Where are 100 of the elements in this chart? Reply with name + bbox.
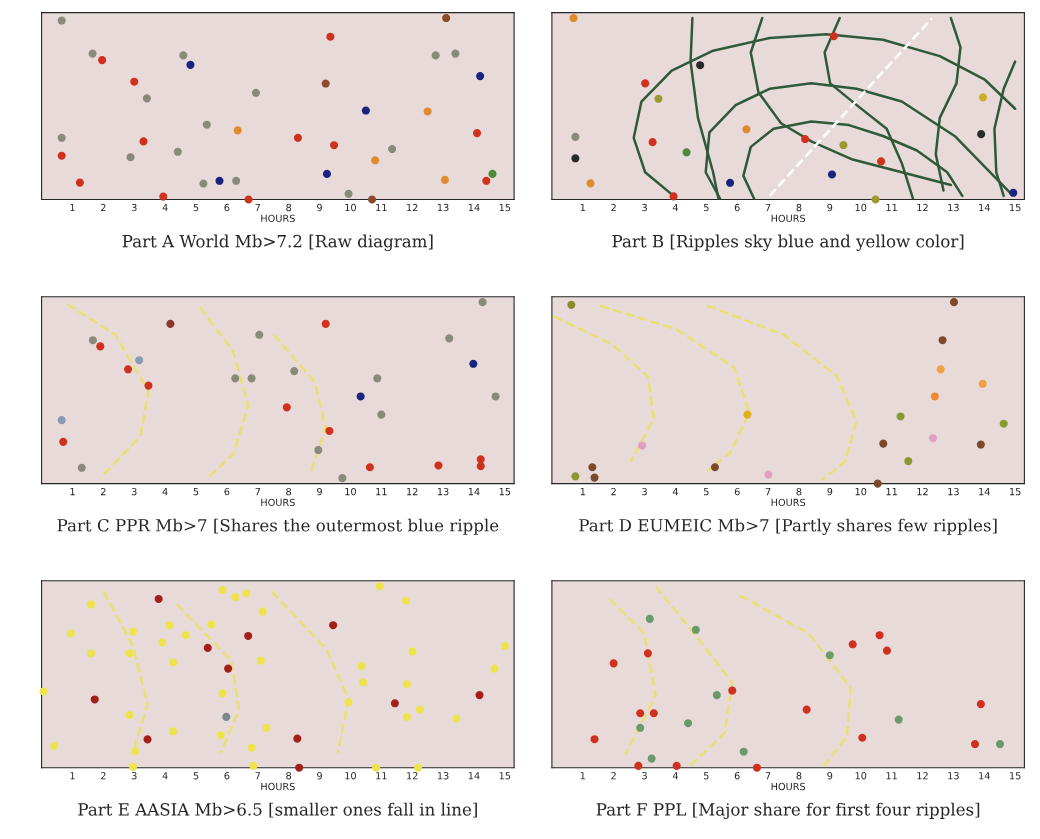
x-tick-label: 3	[642, 487, 647, 496]
point	[181, 631, 190, 640]
point	[207, 620, 216, 629]
point	[829, 32, 838, 41]
x-tick-label: 10	[345, 487, 356, 496]
x-tick-label: 14	[979, 203, 990, 212]
point	[882, 646, 892, 655]
x-tick-label: 11	[376, 203, 387, 212]
x-tick-label: 12	[917, 203, 928, 212]
point	[216, 730, 225, 740]
x-tick-label: 5	[193, 488, 199, 496]
x-tick-label: 12	[917, 772, 928, 780]
point	[218, 689, 227, 698]
point	[173, 147, 182, 156]
point	[710, 463, 720, 472]
point	[936, 365, 945, 374]
x-tick-label: 6	[734, 487, 740, 496]
point	[128, 627, 138, 636]
point	[244, 631, 253, 640]
point	[125, 711, 134, 720]
point	[567, 300, 576, 309]
x-tick-label: 8	[286, 203, 292, 212]
point	[452, 714, 461, 723]
x-tick-label: 4	[672, 772, 678, 780]
x-tick-label: 14	[979, 488, 990, 496]
x-tick-label: 13	[948, 203, 959, 212]
point	[490, 664, 499, 673]
x-tick-label: 9	[317, 203, 322, 212]
x-axis-title: HOURS	[261, 214, 295, 222]
point	[873, 479, 882, 488]
point	[476, 462, 485, 471]
x-tick-label: 2	[100, 772, 106, 780]
x-axis-title: HOURS	[771, 498, 806, 507]
x-tick-label: 11	[376, 772, 387, 780]
point	[218, 585, 227, 594]
x-tick-label: 6	[224, 203, 230, 212]
x-tick-label: 11	[886, 488, 897, 496]
x-tick-label: 9	[827, 487, 833, 496]
point	[978, 93, 988, 102]
point	[124, 365, 133, 374]
point	[90, 695, 99, 704]
x-tick-label: 11	[376, 488, 387, 496]
point	[372, 763, 381, 772]
point	[282, 403, 291, 412]
point	[154, 594, 163, 603]
point	[590, 735, 599, 744]
x-tick-label: 10	[345, 203, 356, 212]
point	[166, 319, 175, 328]
x-tick-label: 12	[407, 772, 418, 780]
point	[928, 434, 938, 443]
x-tick-label: 10	[855, 772, 867, 780]
point	[434, 461, 443, 470]
x-tick-label: 12	[917, 487, 928, 496]
text: Part B [Ripples sky blue and yellow color]	[612, 234, 964, 251]
point	[569, 13, 578, 23]
point	[359, 678, 368, 687]
point	[169, 658, 178, 667]
x-tick-label: 6	[734, 203, 740, 212]
x-tick-label: 10	[855, 487, 867, 496]
point	[977, 130, 986, 139]
point	[57, 151, 66, 160]
point	[186, 60, 195, 69]
x-tick-label: 8	[286, 487, 292, 496]
x-tick-label: 3	[131, 772, 137, 780]
x-tick-label: 2	[611, 487, 616, 496]
point	[801, 135, 810, 144]
point	[258, 607, 267, 616]
point	[329, 621, 338, 630]
x-tick-label: 9	[317, 772, 322, 780]
point	[636, 709, 645, 718]
point	[88, 49, 97, 58]
x-tick-label: 9	[827, 772, 833, 780]
x-axis-title: HOURS	[261, 498, 295, 507]
point	[375, 582, 384, 591]
point	[802, 705, 811, 714]
x-tick-label: 1	[70, 488, 75, 496]
x-tick-label: 4	[162, 772, 168, 780]
point	[158, 638, 167, 647]
x-tick-label: 4	[162, 488, 168, 496]
point	[451, 49, 460, 58]
point	[442, 13, 451, 23]
point	[739, 747, 748, 756]
x-tick-label: 7	[255, 488, 261, 496]
x-tick-label: 5	[703, 203, 709, 212]
x-tick-label: 15	[499, 203, 511, 212]
point	[684, 719, 693, 728]
point	[728, 686, 737, 695]
x-tick-label: 15	[1010, 772, 1021, 780]
x-tick-label: 5	[703, 488, 709, 496]
point	[402, 712, 411, 721]
point	[202, 120, 211, 129]
point	[356, 392, 365, 401]
x-axis-title: HOURS	[261, 782, 295, 791]
point	[144, 381, 153, 390]
point	[904, 457, 913, 466]
point	[244, 195, 253, 204]
point	[999, 419, 1008, 428]
point	[66, 629, 75, 638]
point	[976, 440, 985, 449]
point	[371, 156, 380, 165]
